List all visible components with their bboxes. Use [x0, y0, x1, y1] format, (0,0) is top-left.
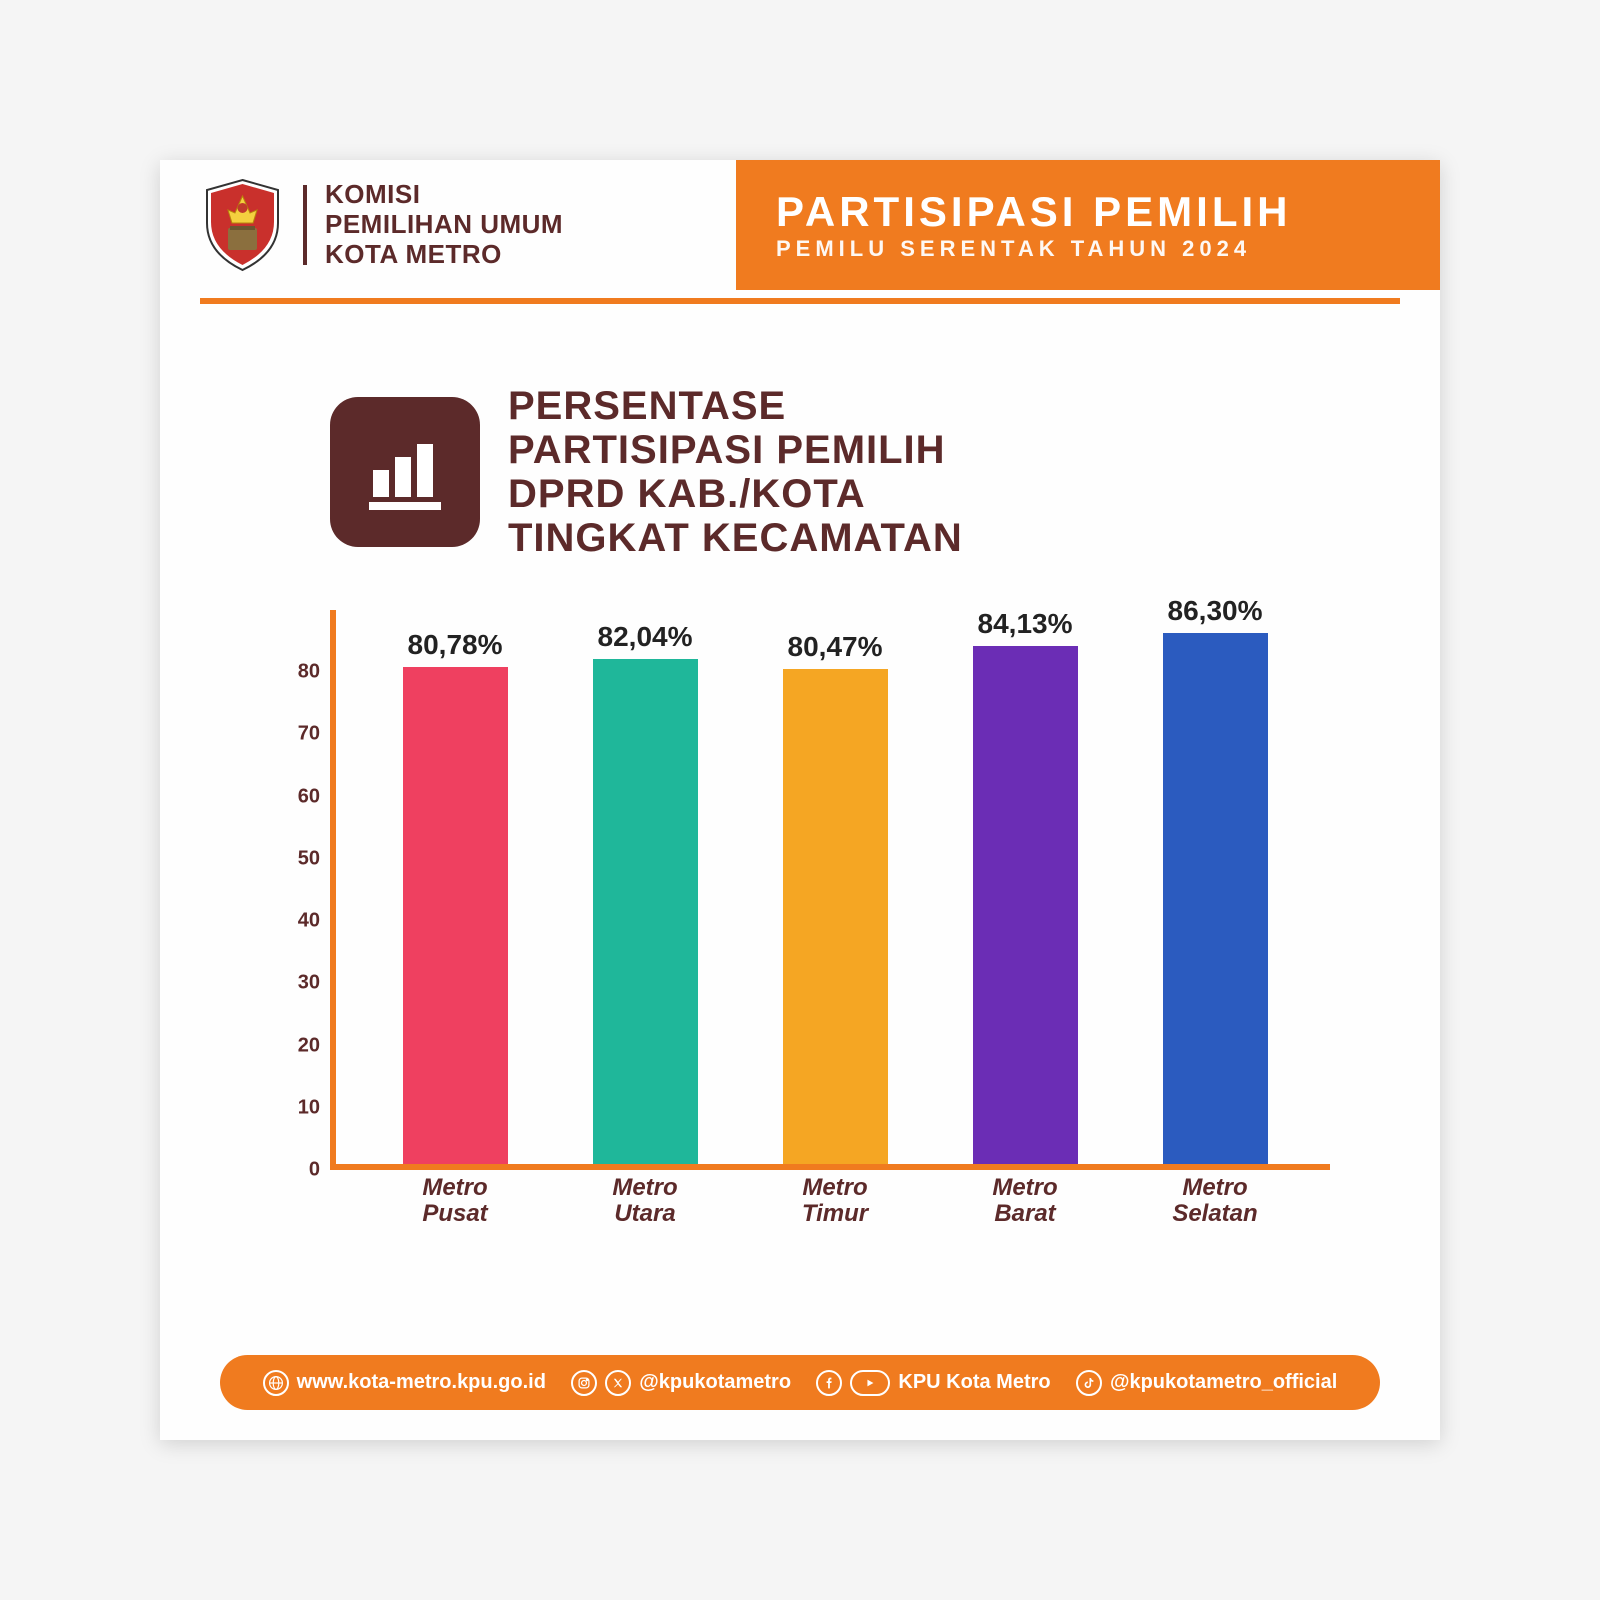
bar-chart-icon	[330, 397, 480, 547]
y-tick-label: 20	[280, 1034, 320, 1057]
footer-website: www.kota-metro.kpu.go.id	[263, 1370, 546, 1396]
footer-social-3: @kpukotametro_official	[1076, 1370, 1337, 1396]
chart-title: PERSENTASE PARTISIPASI PEMILIH DPRD KAB.…	[508, 384, 963, 560]
y-ticks: 01020304050607080	[290, 610, 330, 1170]
org-line2: PEMILIHAN UMUM	[325, 210, 563, 240]
facebook-icon	[816, 1370, 842, 1396]
bars-container: 80,78%82,04%80,47%84,13%86,30%	[360, 610, 1310, 1164]
x-icon	[605, 1370, 631, 1396]
bar-value-label: 86,30%	[1168, 595, 1263, 627]
banner-title: PARTISIPASI PEMILIH	[776, 188, 1400, 236]
y-tick-label: 60	[280, 785, 320, 808]
org-line1: KOMISI	[325, 180, 563, 210]
youtube-icon	[850, 1370, 890, 1396]
footer-social-2-text: KPU Kota Metro	[898, 1371, 1050, 1394]
bar-group: 80,47%	[750, 631, 921, 1164]
bar	[593, 659, 698, 1164]
tiktok-icon	[1076, 1370, 1102, 1396]
footer: www.kota-metro.kpu.go.id @kpukotametro K…	[220, 1355, 1380, 1410]
bar-group: 80,78%	[370, 629, 541, 1164]
chart-title-block: PERSENTASE PARTISIPASI PEMILIH DPRD KAB.…	[330, 384, 1440, 560]
chart-title-line4: TINGKAT KECAMATAN	[508, 516, 963, 560]
bar-chart: 01020304050607080 80,78% 82,04% 80,47% 84,1…	[290, 610, 1330, 1230]
y-tick-label: 30	[280, 972, 320, 995]
bar	[1163, 633, 1268, 1164]
infographic-card: KOMISI PEMILIHAN UMUM KOTA METRO PARTISI…	[160, 160, 1440, 1440]
y-tick-label: 0	[280, 1159, 320, 1182]
footer-social-1-text: @kpukotametro	[639, 1371, 791, 1394]
footer-social-3-text: @kpukotametro_official	[1110, 1371, 1337, 1394]
bar-value-label: 80,47%	[788, 631, 883, 663]
kpu-logo	[200, 178, 285, 273]
globe-icon	[263, 1370, 289, 1396]
bar-value-label: 80,78%	[408, 629, 503, 661]
y-tick-label: 70	[280, 723, 320, 746]
org-line3: KOTA METRO	[325, 240, 563, 270]
y-tick-label: 50	[280, 847, 320, 870]
y-axis	[330, 610, 336, 1170]
bar-value-label: 82,04%	[598, 621, 693, 653]
y-tick-label: 80	[280, 661, 320, 684]
bar-group: 82,04%	[560, 621, 731, 1164]
header-rule	[200, 298, 1400, 304]
x-axis-label: Metro Pusat	[370, 1175, 541, 1230]
x-axis-label: Metro Utara	[560, 1175, 731, 1230]
bar	[973, 646, 1078, 1164]
chart-title-line2: PARTISIPASI PEMILIH	[508, 428, 963, 472]
footer-social-1: @kpukotametro	[571, 1370, 791, 1396]
org-name: KOMISI PEMILIHAN UMUM KOTA METRO	[325, 180, 563, 270]
vertical-divider	[303, 185, 307, 265]
y-tick-label: 40	[280, 910, 320, 933]
bar-value-label: 84,13%	[978, 608, 1073, 640]
bar	[403, 667, 508, 1164]
bar-group: 84,13%	[940, 608, 1111, 1164]
footer-social-2: KPU Kota Metro	[816, 1370, 1050, 1396]
header-banner: PARTISIPASI PEMILIH PEMILU SERENTAK TAHU…	[736, 160, 1440, 290]
x-axis-label: Metro Selatan	[1130, 1175, 1301, 1230]
bar-group: 86,30%	[1130, 595, 1301, 1164]
bar	[783, 669, 888, 1164]
header: KOMISI PEMILIHAN UMUM KOTA METRO PARTISI…	[160, 160, 1440, 290]
header-left: KOMISI PEMILIHAN UMUM KOTA METRO	[160, 160, 736, 290]
x-axis-label: Metro Barat	[940, 1175, 1111, 1230]
chart-title-line1: PERSENTASE	[508, 384, 963, 428]
chart-title-line3: DPRD KAB./KOTA	[508, 472, 963, 516]
x-labels: Metro Pusat Metro Utara Metro Timur Metro B…	[360, 1175, 1310, 1230]
banner-subtitle: PEMILU SERENTAK TAHUN 2024	[776, 236, 1400, 262]
x-axis	[330, 1164, 1330, 1170]
footer-website-text: www.kota-metro.kpu.go.id	[297, 1371, 546, 1394]
x-axis-label: Metro Timur	[750, 1175, 921, 1230]
y-tick-label: 10	[280, 1096, 320, 1119]
instagram-icon	[571, 1370, 597, 1396]
